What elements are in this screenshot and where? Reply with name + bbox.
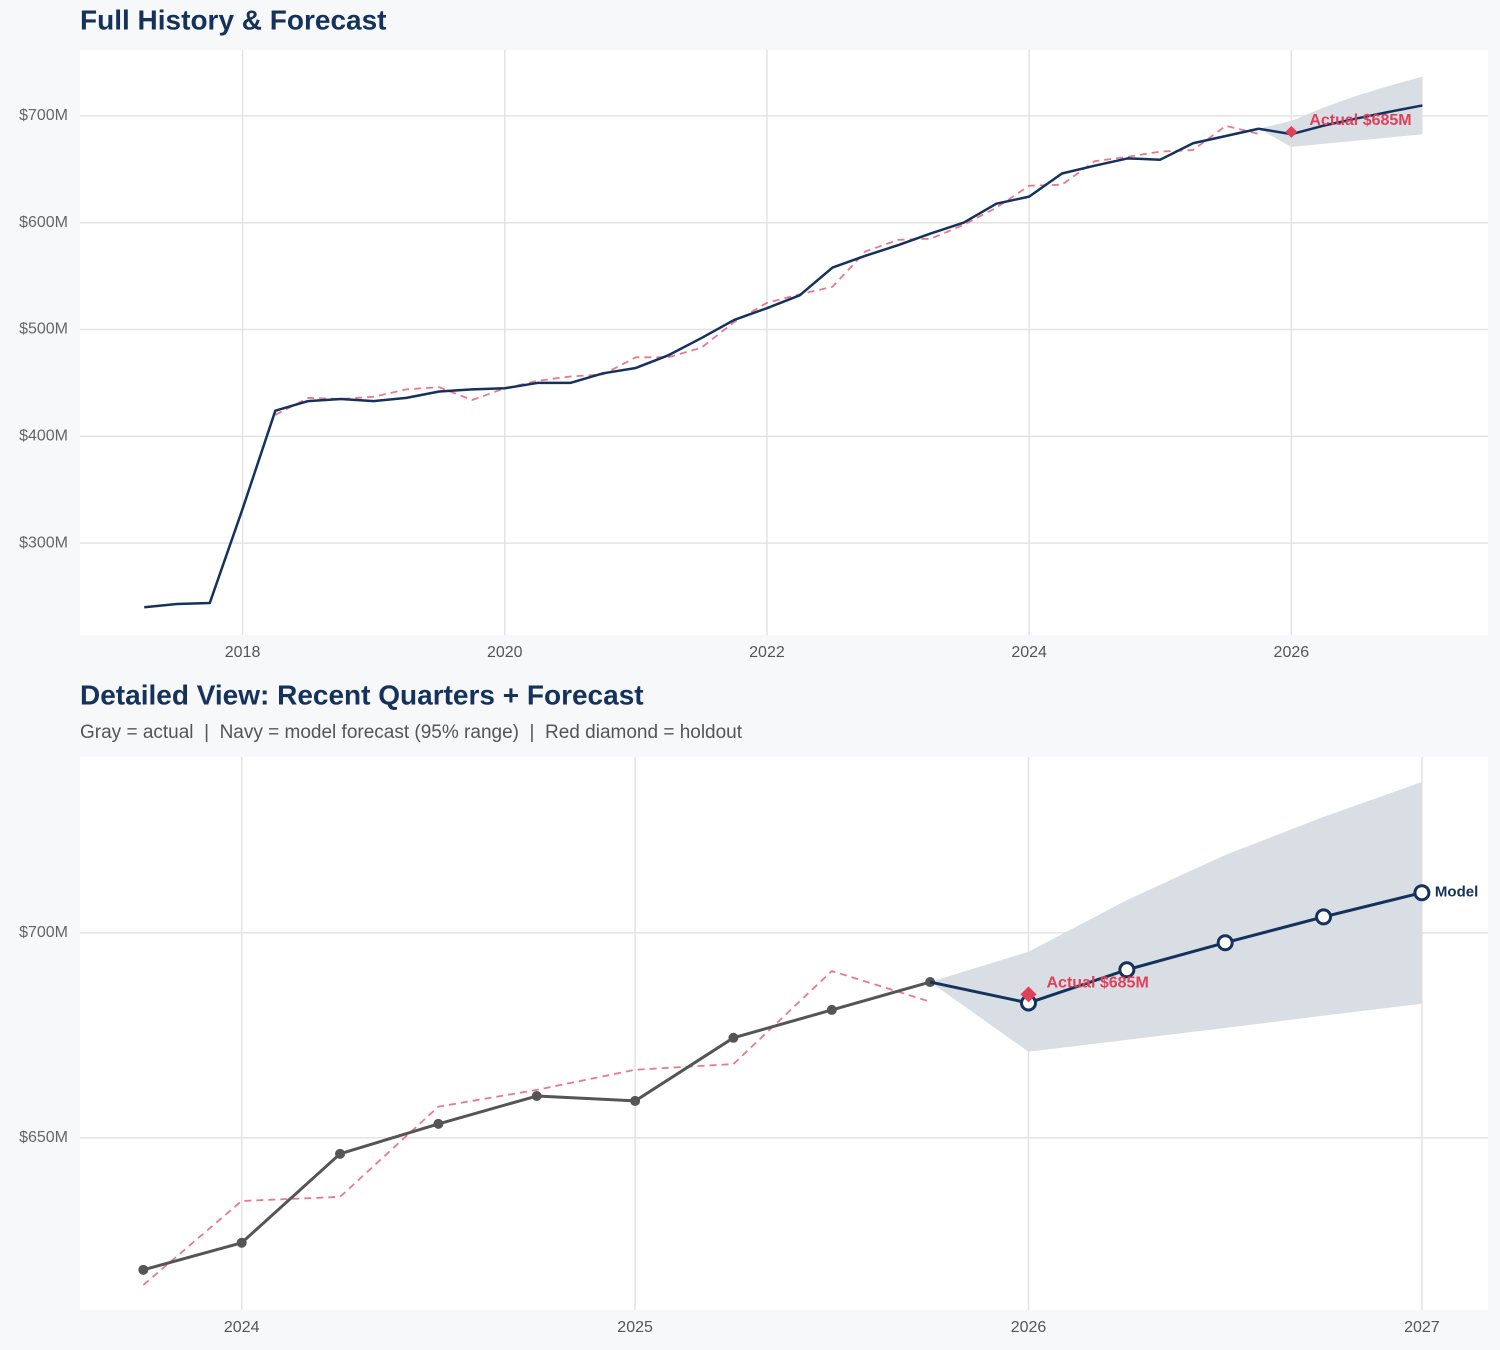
x-tick-label: 2020	[487, 644, 523, 661]
x-tick-label: 2022	[749, 644, 785, 661]
annotation: Actual $685M	[1309, 112, 1411, 129]
annotation: Actual $685M	[1047, 975, 1149, 992]
holdout-marker	[1285, 125, 1298, 138]
data-line	[929, 891, 1423, 1005]
chart-subtitle: Gray = actual | Navy = model forecast (9…	[80, 722, 743, 743]
x-tick-label: 2027	[1404, 1319, 1440, 1336]
y-tick-label: $500M	[19, 321, 68, 338]
series-end-label: Model	[1435, 884, 1478, 901]
data-point	[236, 1237, 247, 1248]
forecast-band	[1258, 76, 1423, 147]
data-line	[144, 127, 1259, 609]
data-point	[630, 1095, 641, 1106]
data-point	[1413, 884, 1431, 902]
x-tick-label: 2024	[1011, 644, 1047, 661]
holdout-marker	[1020, 986, 1037, 1003]
data-point	[826, 1004, 837, 1015]
data-point	[433, 1118, 444, 1129]
y-tick-label: $400M	[19, 428, 68, 445]
y-tick-label: $300M	[19, 534, 68, 551]
x-tick-label: 2026	[1274, 644, 1310, 661]
y-tick-label: $700M	[19, 107, 68, 124]
plot-area	[80, 50, 1488, 635]
data-point	[335, 1148, 346, 1159]
fit-line	[274, 124, 1259, 416]
x-tick-label: 2018	[225, 644, 261, 661]
data-point	[1315, 908, 1333, 926]
data-point	[531, 1091, 542, 1102]
y-tick-label: $600M	[19, 214, 68, 231]
data-point	[138, 1264, 149, 1275]
data-point	[1216, 934, 1234, 952]
fit-line	[142, 970, 931, 1286]
y-tick-label: $650M	[19, 1129, 68, 1146]
data-point	[728, 1032, 739, 1043]
data-point	[1118, 961, 1136, 979]
x-tick-label: 2024	[224, 1319, 260, 1336]
x-tick-label: 2025	[617, 1319, 653, 1336]
data-line	[1258, 104, 1423, 136]
chart-title: Detailed View: Recent Quarters + Forecas…	[80, 679, 644, 710]
y-tick-label: $700M	[19, 924, 68, 941]
chart-title: Full History & Forecast	[80, 4, 387, 35]
x-tick-label: 2026	[1011, 1319, 1047, 1336]
forecast-band	[930, 782, 1422, 1052]
